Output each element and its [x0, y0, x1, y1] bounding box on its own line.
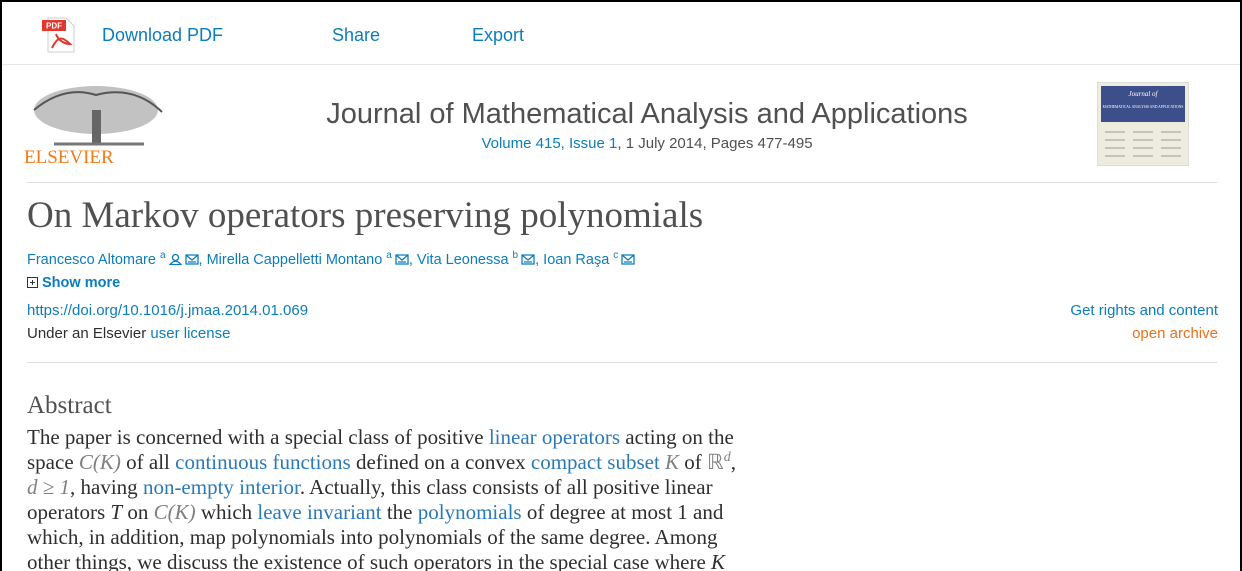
math: d ≥ 1 [27, 475, 70, 499]
term-link[interactable]: compact subset [531, 450, 660, 474]
abstract-line: d ≥ 1, having non-empty interior. Actual… [27, 475, 713, 500]
term-link[interactable]: polynomials [418, 500, 522, 524]
author-affiliation: a [386, 250, 392, 261]
text: acting on the [620, 425, 734, 449]
text: The paper is concerned with a special cl… [27, 425, 489, 449]
abstract-heading: Abstract [27, 392, 112, 420]
text: defined on a convex [351, 450, 531, 474]
abstract-line: space C(K) of all continuous functions d… [27, 450, 736, 475]
text: . Actually, this class consists of all p… [300, 475, 713, 499]
issue-details: , 1 July 2014, Pages 477-495 [617, 135, 812, 152]
publisher: ELSEVIER [24, 147, 114, 168]
header-divider [27, 182, 1217, 183]
license-link[interactable]: user license [150, 325, 230, 342]
author-name[interactable]: Francesco Altomare [27, 252, 156, 268]
math: K [665, 450, 679, 474]
author-name[interactable]: Mirella Cappelletti Montano [207, 252, 383, 268]
abstract-line: The paper is concerned with a special cl… [27, 425, 734, 450]
journal-volume: Volume 415, Issue 1, 1 July 2014, Pages … [207, 135, 1087, 152]
license: Under an Elsevier user license [27, 325, 230, 342]
abstract-line: operators T on C(K) which leave invarian… [27, 500, 723, 525]
abstract-line: which, in addition, map polynomials into… [27, 525, 718, 550]
math: K [711, 550, 725, 571]
show-more-label: Show more [42, 275, 120, 291]
cover-title: Journal of [1129, 90, 1159, 98]
term-link[interactable]: continuous functions [175, 450, 351, 474]
text: , [731, 450, 736, 474]
toolbar-divider [2, 64, 1240, 65]
author-affiliation: b [513, 250, 519, 261]
term-link[interactable]: leave invariant [257, 500, 381, 524]
corresponding-author-icon[interactable] [169, 253, 182, 265]
cover-subtitle: MATHEMATICAL ANALYSIS AND APPLICATIONS [1103, 105, 1184, 109]
info-divider [27, 362, 1217, 363]
author-affiliation: a [160, 250, 166, 261]
text: of all [121, 450, 175, 474]
text: , having [70, 475, 143, 499]
share[interactable]: Share [332, 25, 380, 46]
doi-link[interactable]: https://doi.org/10.1016/j.jmaa.2014.01.0… [27, 302, 308, 319]
page: { "toolbar": {"pdf_icon": "PDF", "downlo… [0, 0, 1242, 569]
text: which [196, 500, 258, 524]
article-page: PDF Download PDF Share Export ELSEVIER J… [0, 0, 1242, 571]
math: T [110, 500, 122, 524]
author-name[interactable]: Ioan Raşa [543, 252, 609, 268]
author-name[interactable]: Vita Leonessa [417, 252, 509, 268]
volume-link[interactable]: Volume 415, Issue 1 [481, 135, 617, 152]
author-separator: , [535, 252, 543, 268]
download-pdf[interactable]: Download PDF [102, 25, 223, 46]
expand-icon [27, 277, 38, 288]
term-link[interactable]: linear operators [489, 425, 620, 449]
author-affiliation: c [613, 250, 618, 261]
text: other things, we discuss the existence o… [27, 550, 711, 571]
access-type: open archive [1132, 325, 1218, 342]
math: ℝ [707, 450, 724, 474]
article-title: On Markov operators preserving polynomia… [27, 194, 703, 237]
email-icon[interactable] [395, 253, 409, 265]
email-icon[interactable] [521, 253, 535, 265]
math: C(K) [79, 450, 121, 474]
journal-title[interactable]: Journal of Mathematical Analysis and App… [207, 98, 1087, 131]
elsevier-logo[interactable]: ELSEVIER [24, 80, 174, 168]
rights-link[interactable]: Get rights and content [1070, 302, 1218, 319]
journal-cover[interactable]: Journal of MATHEMATICAL ANALYSIS AND APP… [1097, 82, 1189, 166]
text: operators [27, 500, 110, 524]
show-more[interactable]: Show more [27, 275, 120, 291]
text: space [27, 450, 79, 474]
author-separator: , [409, 252, 417, 268]
license-prefix: Under an Elsevier [27, 325, 150, 342]
email-icon[interactable] [621, 253, 635, 265]
export[interactable]: Export [472, 25, 524, 46]
text: of [679, 450, 707, 474]
pdf-icon-label: PDF [46, 22, 62, 31]
text: the [382, 500, 418, 524]
text: which, in addition, map polynomials into… [27, 525, 718, 549]
author-separator: , [199, 252, 207, 268]
math: C(K) [154, 500, 196, 524]
term-link[interactable]: non-empty interior [143, 475, 300, 499]
abstract-line: other things, we discuss the existence o… [27, 550, 725, 571]
author-list: Francesco Altomare a, Mirella Cappelletti… [27, 250, 635, 268]
pdf-icon[interactable]: PDF [40, 14, 80, 54]
text: of degree at most 1 and [522, 500, 724, 524]
email-icon[interactable] [185, 253, 199, 265]
math-superscript: d [724, 450, 731, 465]
text: on [122, 500, 154, 524]
